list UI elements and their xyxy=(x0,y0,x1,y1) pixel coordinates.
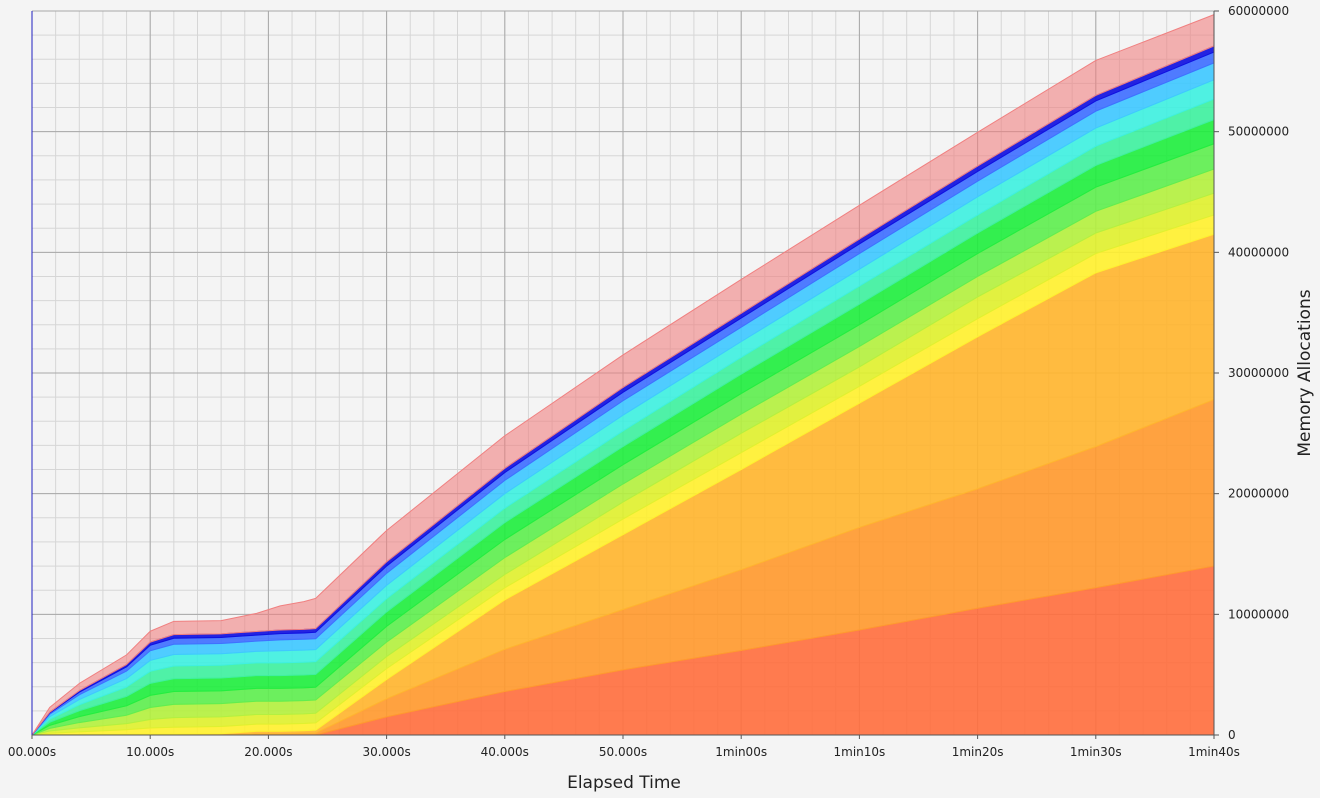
y-axis-title: Memory Allocations xyxy=(1295,289,1315,456)
x-tick-label: 00.000s xyxy=(8,745,56,759)
x-tick-label: 10.000s xyxy=(126,745,174,759)
x-tick-label: 1min30s xyxy=(1070,745,1122,759)
x-tick-label: 50.000s xyxy=(599,745,647,759)
y-tick-label: 20000000 xyxy=(1228,487,1289,501)
y-tick-label: 0 xyxy=(1228,728,1236,742)
x-tick-label: 40.000s xyxy=(481,745,529,759)
y-tick-label: 30000000 xyxy=(1228,366,1289,380)
x-axis-title: Elapsed Time xyxy=(567,773,681,793)
y-tick-label: 50000000 xyxy=(1228,125,1289,139)
x-tick-label: 1min10s xyxy=(834,745,886,759)
y-tick-label: 60000000 xyxy=(1228,4,1289,18)
y-tick-label: 40000000 xyxy=(1228,245,1289,259)
x-tick-label: 1min40s xyxy=(1188,745,1240,759)
x-tick-label: 1min00s xyxy=(715,745,767,759)
x-tick-label: 1min20s xyxy=(952,745,1004,759)
x-tick-label: 20.000s xyxy=(244,745,292,759)
y-tick-label: 10000000 xyxy=(1228,607,1289,621)
x-tick-label: 30.000s xyxy=(362,745,410,759)
